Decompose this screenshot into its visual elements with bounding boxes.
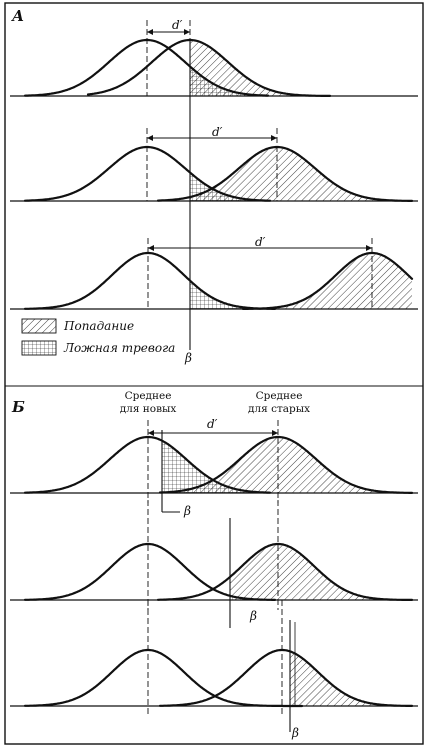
panel-a3-dprime-arrow-head-right — [366, 245, 372, 251]
panel-b1-new-curve — [23, 435, 272, 494]
mean-old-line2: для старых — [248, 403, 310, 415]
legend-hit-label: Попадание — [63, 319, 134, 333]
panel-a1-dprime-arrow-head-right — [184, 29, 190, 35]
panel-a2-dprime-arrow-head-left — [147, 135, 153, 141]
panel-a3-old-curve — [241, 251, 414, 310]
panel-a2-dprime-label: d′ — [212, 125, 223, 139]
panel-a3 — [10, 238, 418, 310]
panel-a3-hit-area — [190, 253, 412, 309]
legend-false-alarm-swatch — [21, 340, 57, 356]
panel-a1-old-curve — [86, 38, 332, 97]
legend-false-alarm-label: Ложная тревога — [63, 341, 175, 355]
panel-a2-dprime-arrow-head-right — [271, 135, 277, 141]
panel-a2-false-alarm-area — [190, 172, 270, 201]
panel-a3-dprime-arrow-head-left — [148, 245, 154, 251]
panel-b2-old-curve — [156, 542, 414, 601]
panel-a2 — [10, 128, 418, 202]
legend-hit-swatch — [21, 318, 57, 334]
panel-b2-new-curve — [23, 542, 277, 601]
mean-new-line2: для новых — [120, 403, 177, 415]
panel-a3-dprime-label: d′ — [255, 235, 266, 249]
section-a-beta-label: β — [184, 351, 192, 365]
panel-a1-dprime-label: d′ — [172, 18, 183, 32]
panel-b1-false-alarm-area — [162, 440, 270, 493]
mean-new-line1: Среднее — [125, 390, 172, 402]
panel-a2-old-curve — [156, 145, 414, 202]
outer-frame — [4, 2, 424, 745]
panel-b1-hit-area — [162, 437, 412, 493]
panel-a3-new-curve — [23, 251, 277, 310]
panel-b1-old-curve — [158, 435, 414, 494]
panel-a1-new-curve — [23, 38, 270, 97]
panel-a2-new-curve — [23, 145, 272, 202]
panel-b1-dprime-arrow-head-right — [272, 430, 278, 436]
panel-b2-beta-label: β — [249, 609, 257, 623]
panel-b1-dprime-label: d′ — [207, 417, 218, 431]
panel-b1 — [10, 420, 418, 512]
panel-b3-hit-area — [290, 651, 412, 706]
panel-a1-hit-area — [190, 40, 330, 96]
mean-old-line1: Среднее — [256, 390, 303, 402]
panel-b2-hit-area — [230, 544, 412, 600]
section-b-letter: Б — [11, 398, 25, 416]
section-a-letter: А — [11, 7, 24, 25]
panel-b3 — [10, 600, 418, 732]
panel-a2-hit-area — [190, 147, 412, 201]
panel-b3-old-curve — [158, 648, 414, 707]
panel-a1-dprime-arrow-head-left — [147, 29, 153, 35]
panel-b2 — [10, 500, 418, 628]
panel-a3-false-alarm-area — [190, 280, 275, 309]
panel-b1-dprime-arrow-head-left — [148, 430, 154, 436]
panel-b3-new-curve — [23, 648, 304, 708]
panel-b3-beta-label: β — [291, 726, 299, 740]
panel-b1-beta-label: β — [183, 504, 191, 518]
panel-a1-false-alarm-area — [190, 66, 268, 96]
